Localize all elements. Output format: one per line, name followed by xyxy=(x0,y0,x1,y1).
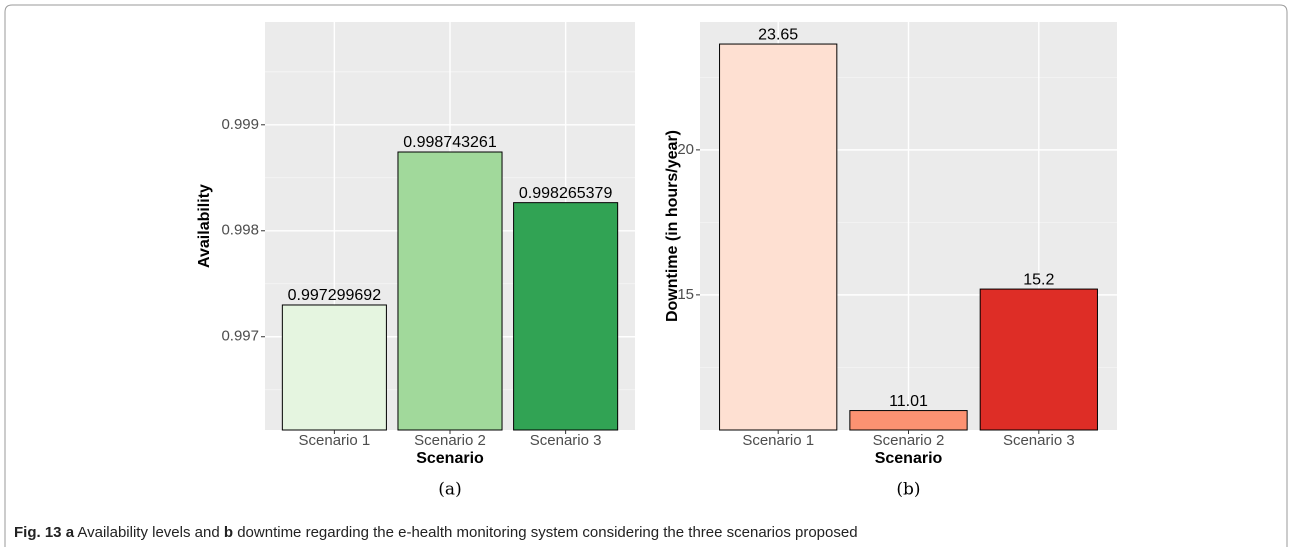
x-tick-label: Scenario 1 xyxy=(299,432,371,449)
y-axis-title: Availability xyxy=(196,184,213,268)
x-axis-title: Scenario xyxy=(416,450,484,467)
value-label: 23.65 xyxy=(758,26,798,43)
bar xyxy=(979,288,1098,431)
caption-text: downtime regarding the e-health monitori… xyxy=(237,524,857,541)
value-label: 15.2 xyxy=(1023,271,1054,288)
subfigure-label: (b) xyxy=(896,480,920,500)
x-axis-title: Scenario xyxy=(875,450,943,467)
value-label: 11.01 xyxy=(889,393,928,410)
caption: Fig. 13 a Availability levels and b down… xyxy=(14,524,858,541)
y-axis-title: Downtime (in hours/year) xyxy=(664,130,681,322)
value-label: 0.998265379 xyxy=(519,185,613,202)
bar xyxy=(397,151,503,431)
bar xyxy=(281,304,387,431)
x-tick-label: Scenario 1 xyxy=(742,432,814,449)
subfigure-label: (a) xyxy=(438,480,461,500)
caption-label: Fig. 13 xyxy=(14,524,62,541)
figure-frame xyxy=(4,4,1288,547)
bar xyxy=(513,202,619,431)
y-tick-label: 0.999 xyxy=(221,116,259,133)
x-tick-label: Scenario 3 xyxy=(1003,432,1075,449)
y-tick-label: 15 xyxy=(677,286,694,303)
y-tick-label: 0.998 xyxy=(221,222,259,239)
x-tick-label: Scenario 2 xyxy=(873,432,945,449)
value-label: 0.998743261 xyxy=(403,134,497,151)
caption-text: Availability levels and xyxy=(77,524,219,541)
caption-a: a xyxy=(66,524,75,541)
x-tick-label: Scenario 3 xyxy=(530,432,602,449)
value-label: 0.997299692 xyxy=(288,287,382,304)
bar xyxy=(849,410,968,431)
caption-b: b xyxy=(224,524,233,541)
y-tick-label: 20 xyxy=(677,141,694,158)
y-tick-label: 0.997 xyxy=(221,328,259,345)
x-tick-label: Scenario 2 xyxy=(414,432,486,449)
bar xyxy=(719,43,838,431)
